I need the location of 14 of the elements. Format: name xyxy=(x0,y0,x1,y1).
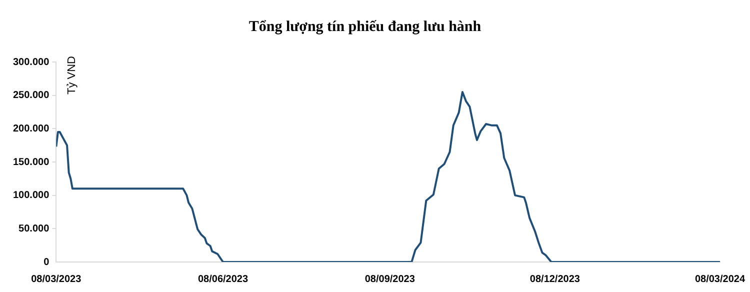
x-tick-label: 08/03/2024 xyxy=(694,274,746,285)
y-tick-label: 150.000 xyxy=(12,156,50,168)
y-tick-label: 200.000 xyxy=(12,123,50,134)
y-tick-label: 100.000 xyxy=(12,190,50,202)
y-tick-label: 50.000 xyxy=(18,223,50,234)
y-tick-label: 300.000 xyxy=(12,56,50,68)
y-tick-label: 0 xyxy=(44,256,50,268)
x-tick-label: 08/03/2023 xyxy=(31,274,82,285)
y-axis-title: Tỷ VND xyxy=(66,56,78,94)
x-tick-label: 08/09/2023 xyxy=(364,274,416,285)
chart-title: Tổng lượng tín phiếu đang lưu hành xyxy=(248,18,482,35)
x-tick-label: 08/06/2023 xyxy=(198,274,248,285)
x-tick-label: 08/12/2023 xyxy=(530,274,580,285)
y-tick-label: 250.000 xyxy=(12,90,50,102)
